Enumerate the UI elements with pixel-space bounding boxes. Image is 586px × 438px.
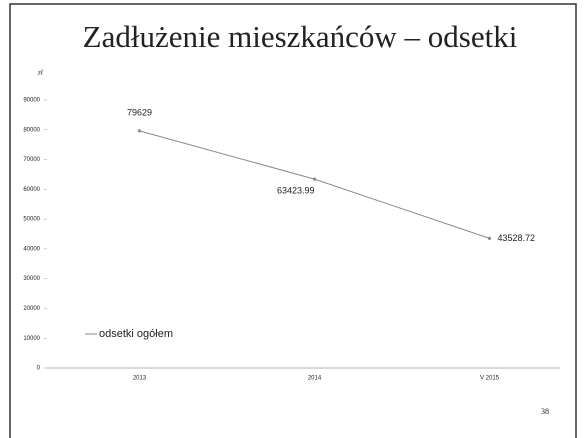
y-tick-label: 50000 xyxy=(23,217,40,223)
data-label: 79629 xyxy=(127,107,152,117)
legend-label: odsetki ogółem xyxy=(99,328,173,340)
y-tick-label: 70000 xyxy=(23,157,40,163)
data-label: 63423.99 xyxy=(277,186,315,196)
data-point xyxy=(137,129,142,133)
chart-title: Zadłużenie mieszkańców – odsetki xyxy=(83,19,518,54)
data-point xyxy=(312,177,317,181)
x-tick-label: V 2015 xyxy=(480,376,500,382)
y-tick-label: 0 xyxy=(37,366,41,372)
y-tick-label: 40000 xyxy=(23,246,40,252)
page-number: 38 xyxy=(541,407,549,416)
y-tick-label: 10000 xyxy=(23,336,40,342)
data-point xyxy=(487,236,492,240)
y-tick-label: 20000 xyxy=(23,306,40,312)
y-tick-label: 30000 xyxy=(23,276,40,282)
x-tick-label: 2014 xyxy=(308,376,322,382)
y-tick-label: 90000 xyxy=(23,98,40,104)
y-tick-label: 60000 xyxy=(23,187,40,193)
y-axis-label: zł xyxy=(37,69,44,77)
data-label: 43528.72 xyxy=(498,233,536,243)
slide-frame xyxy=(9,3,577,438)
x-tick-label: 2013 xyxy=(133,376,147,382)
y-tick-label: 80000 xyxy=(23,127,40,133)
